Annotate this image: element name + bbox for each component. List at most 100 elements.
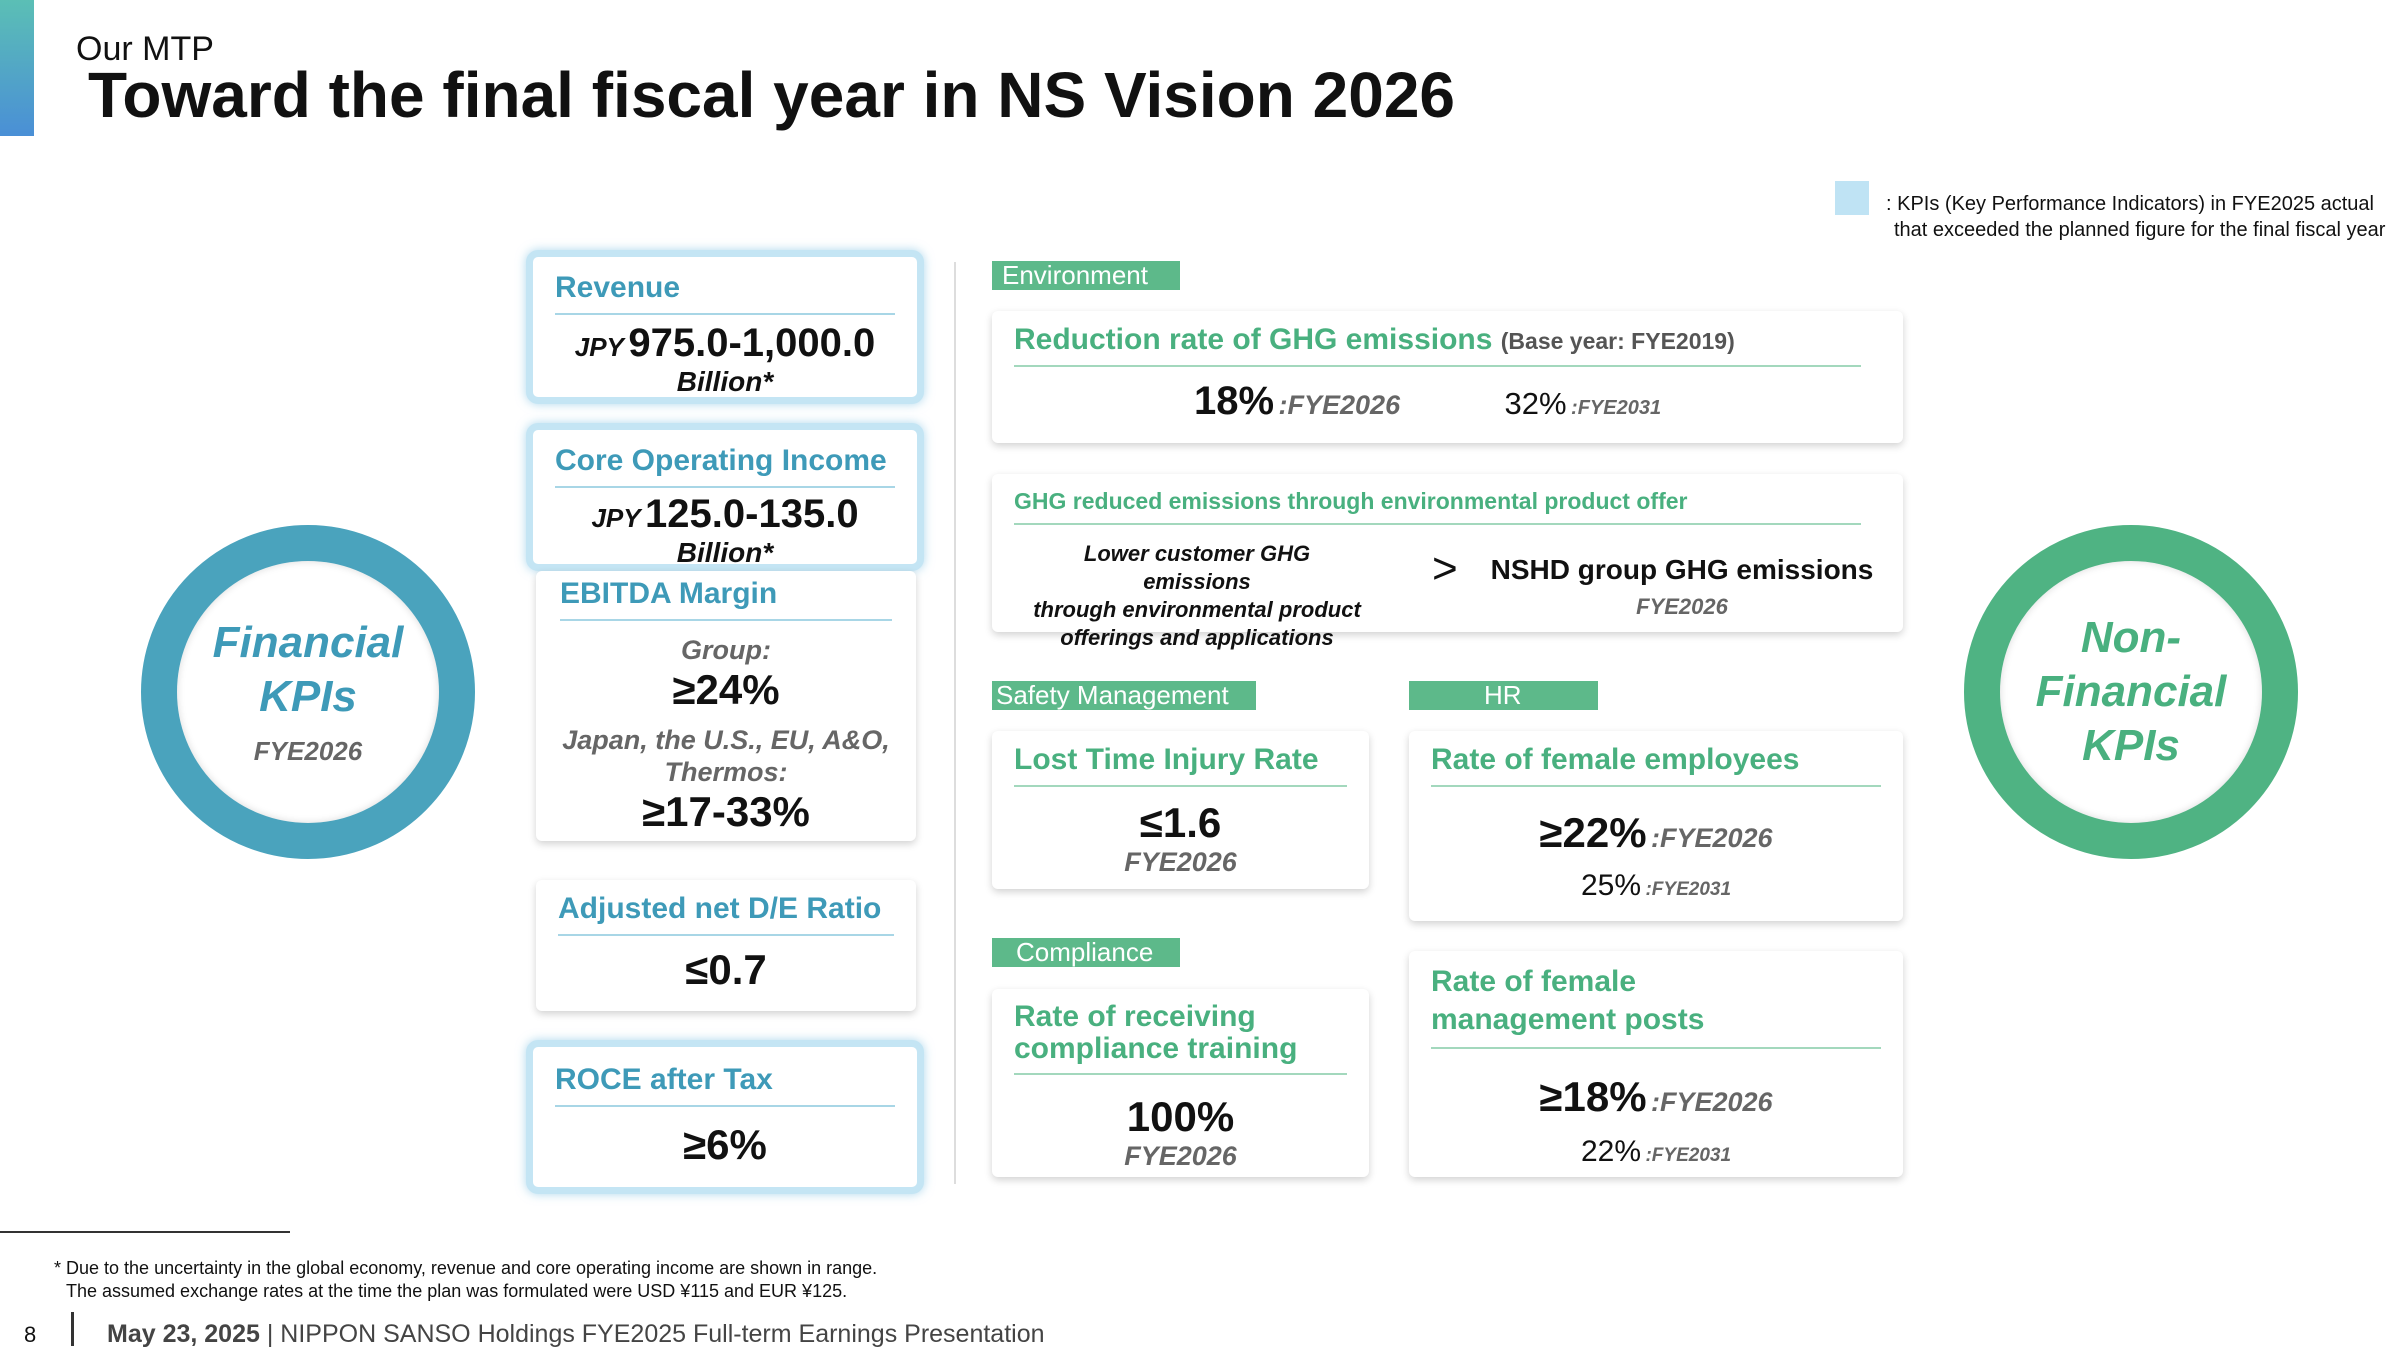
tag: Compliance [992,938,1180,967]
ring-label: Non- [2080,613,2182,662]
value: ≤0.7 [685,946,767,993]
accent-bar [0,0,34,136]
title-line: Rate of female [1431,965,1637,998]
long-target: 32% [1504,386,1567,421]
prefix: JPY [574,332,624,362]
target-year: :FYE2026 [1651,823,1773,853]
unit: Billion* [676,537,774,568]
prefix: JPY [591,503,641,533]
group-value: ≥24% [672,666,780,713]
card-title: Rate of female employees [1431,737,1881,787]
left-text: Lower customer GHG emissions through env… [1032,540,1362,652]
value-row: 18% :FYE2026 32% :FYE2031 [1014,379,1881,424]
card-title: Adjusted net D/E Ratio [558,886,894,936]
card-title: Rate of receiving compliance training [1014,995,1347,1075]
target-row: ≥22% :FYE2026 [1431,809,1881,857]
note: (Base year: FYE2019) [1500,328,1735,354]
value: ≤1.6 [1139,799,1222,846]
target: 18% [1194,379,1275,423]
ring-label: KPIs [2082,721,2180,770]
tag: HR [1409,681,1598,710]
long-year: :FYE2031 [1645,1145,1732,1166]
footnote-rule [0,1231,290,1233]
title-line: compliance training [1014,1032,1298,1065]
year: FYE2026 [1124,1141,1237,1171]
tag: Environment [992,261,1180,290]
card-title: Lost Time Injury Rate [1014,737,1347,787]
long-year: :FYE2031 [1645,879,1732,900]
legend-text: : KPIs (Key Performance Indicators) in F… [1886,191,2385,243]
ghg-reduced-card: GHG reduced emissions through environmen… [992,474,1903,650]
title: Reduction rate of GHG emissions [1014,323,1493,356]
revenue-card: Revenue JPY 975.0-1,000.0 Billion* [526,250,924,404]
text: NSHD group GHG emissions [1490,554,1874,585]
long-row: 25% :FYE2031 [1431,869,1881,903]
symbol: > [1432,544,1458,593]
female-employees-card: Rate of female employees ≥22% :FYE2026 2… [1409,731,1903,921]
slide-title: Toward the final fiscal year in NS Visio… [88,59,1455,131]
footnote-line: * Due to the uncertainty in the global e… [54,1258,878,1278]
footnote: * Due to the uncertainty in the global e… [54,1257,877,1303]
long-row: 22% :FYE2031 [1431,1135,1881,1169]
non-financial-ring: Non- Financial KPIs [1964,525,2298,859]
footer-text: | NIPPON SANSO Holdings FYE2025 Full-ter… [266,1320,1045,1348]
financial-ring: Financial KPIs FYE2026 [141,525,475,859]
footnote-line: The assumed exchange rates at the time t… [66,1281,848,1301]
year: FYE2026 [1636,594,1728,619]
title-line: Rate of receiving [1014,1000,1256,1033]
year: FYE2026 [1124,847,1237,877]
page-number: 8 [24,1322,37,1347]
tag: Safety Management [992,681,1256,710]
ring-year: FYE2026 [253,735,363,766]
card-title: Reduction rate of GHG emissions (Base ye… [1014,317,1861,367]
regions-label: Japan, the U.S., EU, A&O, Thermos: [562,725,890,787]
target-row: ≥18% :FYE2026 [1431,1073,1881,1121]
long-year: :FYE2031 [1571,397,1662,419]
legend-line: that exceeded the planned figure for the… [1894,219,2386,241]
compliance-card: Rate of receiving compliance training 10… [992,989,1369,1177]
ring-label: Financial [212,617,404,667]
target: ≥18% [1539,1073,1647,1120]
value: 125.0-135.0 [645,492,859,536]
value: ≥6% [683,1121,767,1168]
ebitda-card: EBITDA Margin Group: ≥24% Japan, the U.S… [536,571,916,841]
card-title: Core Operating Income [555,438,895,488]
long-target: 22% [1580,1135,1642,1168]
unit: Billion* [676,366,774,397]
card-title: EBITDA Margin [560,571,892,621]
footer-date: May 23, 2025 [107,1320,260,1348]
text-line: offerings and applications [1060,625,1334,650]
text-line: Lower customer GHG emissions [1083,541,1311,594]
roce-card: ROCE after Tax ≥6% [526,1040,924,1194]
value-row: JPY 975.0-1,000.0 [555,321,895,366]
divider [954,262,956,1184]
value-row: JPY 125.0-135.0 [555,492,895,537]
footer-bar [71,1312,74,1346]
core-oi-card: Core Operating Income JPY 125.0-135.0 Bi… [526,423,924,571]
legend-line: : KPIs (Key Performance Indicators) in F… [1886,193,2374,215]
value: 975.0-1,000.0 [628,321,876,365]
card-title: ROCE after Tax [555,1057,895,1107]
card-title: Rate of female management posts [1431,957,1881,1049]
ring-label: Financial [2035,667,2227,716]
right-text: NSHD group GHG emissions FYE2026 [1482,554,1882,620]
title-line: management posts [1431,1003,1705,1036]
de-ratio-card: Adjusted net D/E Ratio ≤0.7 [536,880,916,1011]
ring-label: KPIs [259,671,357,721]
legend-swatch [1835,181,1869,215]
card-title: Revenue [555,265,895,315]
ghg-card: Reduction rate of GHG emissions (Base ye… [992,311,1903,443]
target-year: :FYE2026 [1278,390,1401,420]
target-year: :FYE2026 [1651,1087,1773,1117]
target: ≥22% [1539,809,1647,856]
value: 100% [1126,1093,1235,1140]
female-management-card: Rate of female management posts ≥18% :FY… [1409,951,1903,1177]
long-target: 25% [1580,869,1642,902]
card-title: GHG reduced emissions through environmen… [1014,482,1861,525]
ltir-card: Lost Time Injury Rate ≤1.6 FYE2026 [992,731,1369,889]
section-label: Our MTP [76,30,214,68]
text-line: through environmental product [1033,597,1361,622]
footer: May 23, 2025 | NIPPON SANSO Holdings FYE… [107,1320,1045,1349]
group-label: Group: [681,635,771,665]
